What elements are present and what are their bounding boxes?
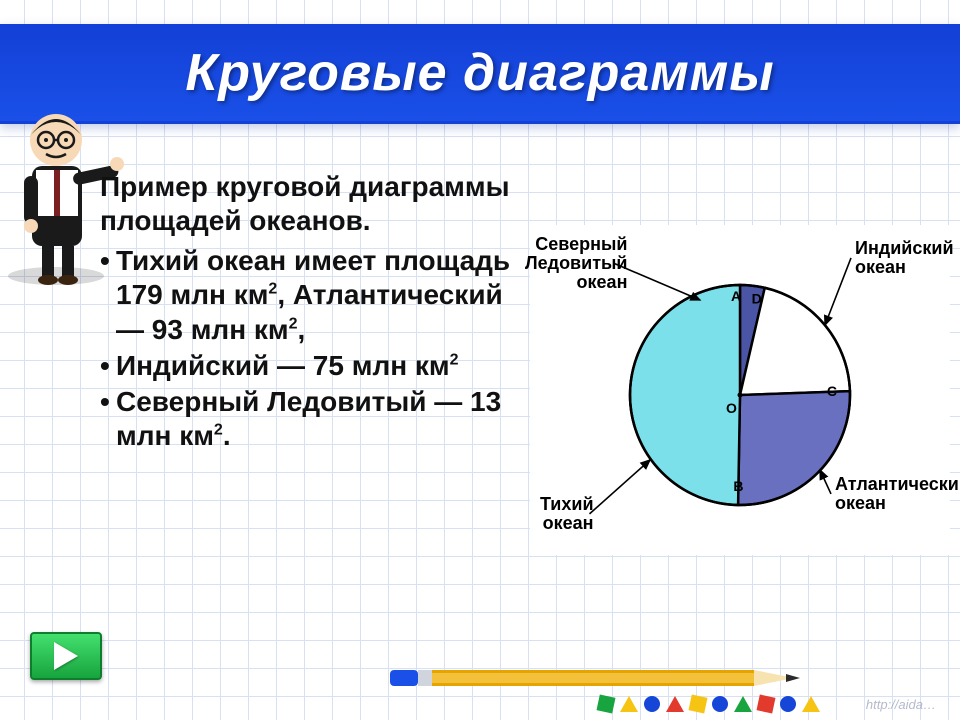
bullet-item: Тихий океан имеет площадь 179 млн км2, А… [100,244,520,346]
bullet-item: Северный Ледовитый — 13 млн км2. [100,385,520,453]
title-bar: Круговые диаграммы [0,24,960,124]
decor-shape [780,696,796,712]
point-label: C [827,383,837,399]
decor-shape [802,696,820,712]
slide-page: Круговые диаграммы Пример круговой диагр… [0,0,960,720]
leader-arrow [590,460,651,514]
decor-shape [757,695,776,714]
page-title: Круговые диаграммы [185,43,774,103]
point-label: B [733,478,743,494]
point-label: D [752,290,762,306]
next-button[interactable] [30,632,102,680]
leader-arrow [820,470,831,494]
pie-slice-label: Атлантическийокеан [835,475,960,513]
decor-shape [644,696,660,712]
decor-shape [734,696,752,712]
pie-slice [630,285,740,505]
pie-slice-label: Тихийокеан [540,495,594,533]
pie-slice-label: СеверныйЛедовитыйокеан [525,235,627,292]
decor-shape [620,696,638,712]
decor-shape [712,696,728,712]
text-content: Пример круговой диаграммы площадей океан… [100,170,520,453]
pie-slice-label: Индийскийокеан [855,239,954,277]
play-icon [54,642,78,670]
point-label: O [726,400,737,416]
point-label: A [731,288,741,304]
intro-text: Пример круговой диаграммы площадей океан… [100,170,520,238]
leader-arrow [825,258,851,325]
decor-shape [597,695,616,714]
bullet-list: Тихий океан имеет площадь 179 млн км2, А… [100,244,520,453]
decor-shape [666,696,684,712]
decor-shapes [598,688,820,712]
pie-slice [738,391,850,505]
bullet-item: Индийский — 75 млн км2 [100,349,520,383]
watermark: http://aida… [866,697,936,712]
decor-shape [689,695,708,714]
pie-chart-panel: OADCB СеверныйЛедовитыйокеанИндийскийоке… [530,225,950,555]
